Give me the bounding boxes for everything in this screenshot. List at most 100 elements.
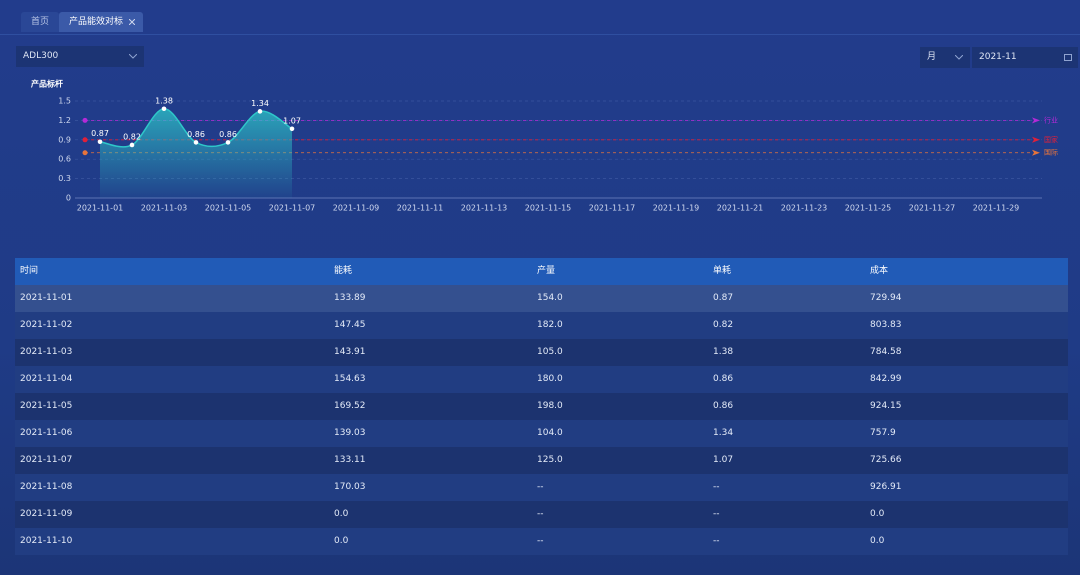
x-tick-label: 2021-11-13 bbox=[461, 204, 508, 213]
table-cell: 2021-11-10 bbox=[20, 536, 73, 546]
table-cell: 0.0 bbox=[870, 509, 885, 519]
table-cell: 1.38 bbox=[713, 347, 734, 357]
point bbox=[129, 142, 135, 148]
table-cell: 139.03 bbox=[334, 428, 366, 438]
table-cell: 182.0 bbox=[537, 320, 563, 330]
table-row[interactable]: 2021-11-04 154.63 180.0 0.86 842.99 bbox=[15, 366, 1068, 393]
table-cell: 725.66 bbox=[870, 455, 902, 465]
table-cell: 2021-11-02 bbox=[20, 320, 73, 330]
data-label: 1.34 bbox=[251, 99, 269, 108]
table-header: 时间 能耗 产量 单耗 成本 bbox=[15, 258, 1068, 285]
header-cell: 时间 bbox=[20, 266, 39, 276]
table-row[interactable]: 2021-11-02 147.45 182.0 0.82 803.83 bbox=[15, 312, 1068, 339]
x-tick-label: 2021-11-23 bbox=[781, 204, 828, 213]
table-cell: 2021-11-08 bbox=[20, 482, 73, 492]
point bbox=[97, 139, 103, 145]
tab-active[interactable]: 产品能效对标 bbox=[59, 12, 144, 32]
mark-line-label: 行业 bbox=[1044, 115, 1058, 124]
device-select[interactable]: ADL300 bbox=[16, 46, 144, 67]
x-tick-label: 2021-11-29 bbox=[973, 204, 1020, 213]
x-tick-label: 2021-11-17 bbox=[589, 204, 636, 213]
tab-label: 产品能效对标 bbox=[69, 17, 124, 27]
table-cell: 143.91 bbox=[334, 347, 366, 357]
table-cell: 170.03 bbox=[334, 482, 366, 492]
x-tick-label: 2021-11-19 bbox=[653, 204, 700, 213]
table-cell: 2021-11-07 bbox=[20, 455, 73, 465]
period-select[interactable]: 月 bbox=[920, 47, 970, 68]
x-tick-label: 2021-11-25 bbox=[845, 204, 892, 213]
table-cell: 133.89 bbox=[334, 293, 366, 303]
table-cell: -- bbox=[713, 482, 720, 492]
mark-line-arrow bbox=[1032, 136, 1040, 143]
table-cell: -- bbox=[537, 482, 544, 492]
table-cell: 0.0 bbox=[870, 536, 885, 546]
table-cell: 784.58 bbox=[870, 347, 902, 357]
x-tick-label: 2021-11-03 bbox=[141, 204, 188, 213]
x-tick-label: 2021-11-15 bbox=[525, 204, 572, 213]
mark-line-start bbox=[82, 137, 88, 143]
point bbox=[289, 126, 295, 132]
header-cell: 成本 bbox=[870, 266, 889, 276]
chevron bbox=[129, 54, 137, 59]
header-cell: 产量 bbox=[537, 266, 556, 276]
table-cell: -- bbox=[537, 509, 544, 519]
y-tick-label: 1.5 bbox=[58, 97, 71, 106]
data-label: 1.07 bbox=[283, 116, 301, 125]
table-row[interactable]: 2021-11-03 143.91 105.0 1.38 784.58 bbox=[15, 339, 1068, 366]
x-tick-label: 2021-11-01 bbox=[77, 204, 124, 213]
x-tick-label: 2021-11-11 bbox=[397, 204, 444, 213]
data-label: 0.82 bbox=[123, 132, 141, 141]
table-cell: 729.94 bbox=[870, 293, 902, 303]
table-cell: 104.0 bbox=[537, 428, 563, 438]
x-tick-label: 2021-11-05 bbox=[205, 204, 252, 213]
chart-title: 产品标杆 bbox=[31, 79, 63, 89]
mark-line-start bbox=[82, 150, 88, 156]
select-value: 月 bbox=[927, 52, 937, 62]
table-row[interactable]: 2021-11-06 139.03 104.0 1.34 757.9 bbox=[15, 420, 1068, 447]
close-icon[interactable] bbox=[129, 19, 136, 25]
table-cell: 147.45 bbox=[334, 320, 366, 330]
point bbox=[257, 109, 263, 114]
area bbox=[100, 108, 292, 198]
chevron bbox=[955, 55, 963, 60]
mark-line-arrow bbox=[1032, 149, 1040, 156]
table-cell: -- bbox=[713, 536, 720, 546]
y-tick-label: 0.3 bbox=[58, 174, 71, 183]
table-row[interactable]: 2021-11-10 0.0 -- -- 0.0 bbox=[15, 528, 1068, 555]
table-row[interactable]: 2021-11-09 0.0 -- -- 0.0 bbox=[15, 501, 1068, 528]
table-cell: 2021-11-01 bbox=[20, 293, 73, 303]
date-value: 2021-11 bbox=[979, 52, 1017, 62]
x-tick-label: 2021-11-09 bbox=[333, 204, 380, 213]
table-cell: 0.86 bbox=[713, 374, 734, 384]
table-cell: 2021-11-06 bbox=[20, 428, 73, 438]
point bbox=[225, 140, 231, 145]
table-row[interactable]: 2021-11-08 170.03 -- -- 926.91 bbox=[15, 474, 1068, 501]
table-cell: 0.82 bbox=[713, 320, 734, 330]
header-cell: 能耗 bbox=[334, 266, 353, 276]
table-cell: 2021-11-05 bbox=[20, 401, 73, 411]
table-cell: 2021-11-03 bbox=[20, 347, 73, 357]
table-cell: -- bbox=[537, 536, 544, 546]
table-cell: 926.91 bbox=[870, 482, 902, 492]
y-tick-label: 0.9 bbox=[58, 135, 71, 144]
table-cell: 924.15 bbox=[870, 401, 902, 411]
table-row[interactable]: 2021-11-05 169.52 198.0 0.86 924.15 bbox=[15, 393, 1068, 420]
data-label: 0.87 bbox=[91, 129, 109, 138]
y-tick-label: 1.2 bbox=[58, 116, 71, 125]
chart: 产品标杆 0 0.3 0.6 0.9 1.2 1.5 2021-11-01 2021-11-0… bbox=[31, 79, 1058, 213]
table-row[interactable]: 2021-11-01 133.89 154.0 0.87 729.94 bbox=[15, 285, 1068, 312]
tab-home[interactable]: 首页 bbox=[21, 12, 60, 32]
data-label: 1.38 bbox=[155, 96, 173, 105]
point bbox=[193, 140, 199, 145]
table-cell: 1.07 bbox=[713, 455, 734, 465]
table-cell: 803.83 bbox=[870, 320, 902, 330]
table-cell: 154.63 bbox=[334, 374, 366, 384]
y-tick-label: 0.6 bbox=[58, 155, 71, 164]
point bbox=[161, 106, 167, 112]
table-cell: 1.34 bbox=[713, 428, 734, 438]
date-picker[interactable]: 2021-11 bbox=[972, 47, 1078, 68]
x-tick-label: 2021-11-27 bbox=[909, 204, 956, 213]
mark-line-label: 国际 bbox=[1044, 148, 1058, 157]
table-row[interactable]: 2021-11-07 133.11 125.0 1.07 725.66 bbox=[15, 447, 1068, 474]
